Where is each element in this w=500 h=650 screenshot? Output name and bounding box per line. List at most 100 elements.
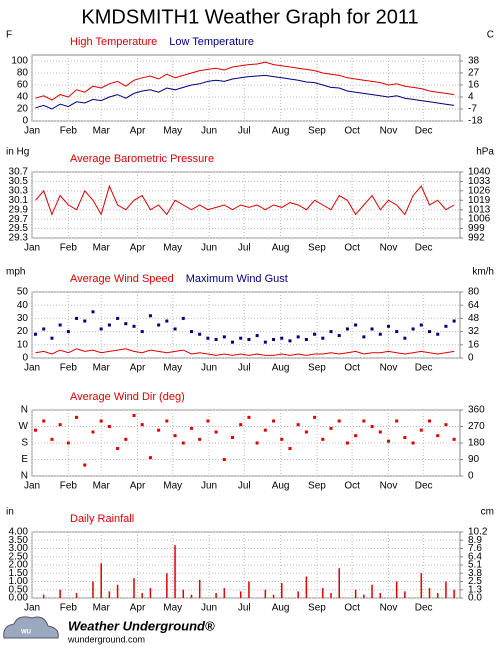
data-point <box>189 426 193 430</box>
x-tick-label: Jun <box>201 363 217 374</box>
x-tick-label: Aug <box>272 481 290 492</box>
legend-entry: High Temperature <box>70 36 157 48</box>
bar <box>371 584 373 598</box>
y-tick-label: 40 <box>17 92 29 103</box>
x-tick-label: Nov <box>380 603 398 614</box>
data-point <box>403 336 407 340</box>
data-point <box>345 327 349 331</box>
legend-entry: Low Temperature <box>169 36 254 48</box>
x-tick-label: Dec <box>415 481 433 492</box>
data-point <box>99 327 103 331</box>
data-point <box>206 419 210 423</box>
y-axis-label: F <box>6 30 12 41</box>
y-tick-label: 29.3 <box>9 233 29 244</box>
data-point <box>148 314 152 318</box>
data-point <box>411 327 415 331</box>
y2-tick-label: 0 <box>468 471 474 482</box>
data-point <box>395 330 399 334</box>
data-point <box>304 430 308 434</box>
data-point <box>419 323 423 327</box>
x-tick-label: Jun <box>201 481 217 492</box>
data-point <box>452 437 456 441</box>
bar <box>281 583 283 598</box>
bar <box>379 593 382 598</box>
y-tick-label: 2.00 <box>9 560 29 571</box>
data-point <box>181 316 185 320</box>
data-point <box>263 428 267 432</box>
x-tick-label: Sep <box>308 363 326 374</box>
data-point <box>452 319 456 323</box>
data-point <box>337 334 341 338</box>
x-tick-label: Mar <box>93 243 111 254</box>
y-tick-label: 80 <box>17 68 29 79</box>
data-point <box>419 428 423 432</box>
data-point <box>395 419 399 423</box>
x-tick-label: Jun <box>201 243 217 254</box>
x-tick-label: Dec <box>415 126 433 137</box>
x-tick-label: Feb <box>60 243 78 254</box>
y2-tick-label: 16 <box>468 339 480 350</box>
y-tick-label: N <box>21 405 28 416</box>
bar <box>395 581 398 598</box>
x-tick-label: Oct <box>344 243 360 254</box>
legend-entry: Average Barometric Pressure <box>70 153 214 165</box>
y-tick-label: 20 <box>17 104 29 115</box>
data-point <box>386 439 390 443</box>
x-tick-label: Feb <box>60 603 78 614</box>
data-point <box>231 436 235 439</box>
data-point <box>189 330 193 334</box>
x-tick-label: Feb <box>60 481 78 492</box>
y2-tick-label: 16 <box>468 80 480 91</box>
data-point <box>222 335 226 339</box>
y-tick-label: 30.5 <box>9 176 29 187</box>
series-line <box>35 184 455 216</box>
data-point <box>337 419 341 423</box>
x-tick-label: Apr <box>130 481 146 492</box>
y2-tick-label: 32 <box>468 326 480 337</box>
y2-tick-label: 1040 <box>468 167 491 178</box>
data-point <box>91 430 95 434</box>
y-tick-label: 20 <box>17 326 29 337</box>
x-tick-label: Feb <box>60 126 78 137</box>
y2-tick-label: 0 <box>468 353 474 364</box>
data-point <box>66 441 70 445</box>
data-point <box>173 434 177 438</box>
legend-entry: Maximum Wind Gust <box>186 273 288 285</box>
logo: WU <box>3 616 59 639</box>
y2-tick-label: 3.8 <box>468 568 482 579</box>
bar <box>338 568 340 598</box>
y-tick-label: 3.50 <box>9 535 29 546</box>
data-point <box>165 319 169 323</box>
data-point <box>214 430 218 434</box>
data-point <box>288 447 292 450</box>
data-point <box>378 332 382 336</box>
data-point <box>83 463 87 467</box>
bar <box>100 563 102 598</box>
y-tick-label: 1.50 <box>9 568 29 579</box>
x-tick-label: Oct <box>344 126 360 137</box>
y2-tick-label: 270 <box>468 421 485 432</box>
y-tick-label: 29.5 <box>9 223 29 234</box>
data-point <box>329 426 333 430</box>
bar <box>141 593 143 598</box>
data-point <box>436 332 440 336</box>
data-point <box>231 340 235 344</box>
x-tick-label: Aug <box>272 126 290 137</box>
data-point <box>304 338 308 342</box>
x-tick-label: Apr <box>130 603 146 614</box>
y-tick-label: 1.00 <box>9 576 29 587</box>
y2-tick-label: 1019 <box>468 195 491 206</box>
y-tick-label: 40 <box>17 300 29 311</box>
x-tick-label: Sep <box>308 126 326 137</box>
x-tick-label: Jul <box>238 243 251 254</box>
bar <box>108 591 111 598</box>
x-tick-label: Sep <box>308 243 326 254</box>
y2-tick-label: 0.0 <box>468 593 482 604</box>
x-tick-label: Jul <box>238 603 251 614</box>
data-point <box>140 423 144 427</box>
x-tick-label: Mar <box>93 126 111 137</box>
y-tick-label: 0.50 <box>9 584 29 595</box>
bar <box>322 588 324 598</box>
data-point <box>132 414 136 417</box>
series-line <box>35 348 455 356</box>
